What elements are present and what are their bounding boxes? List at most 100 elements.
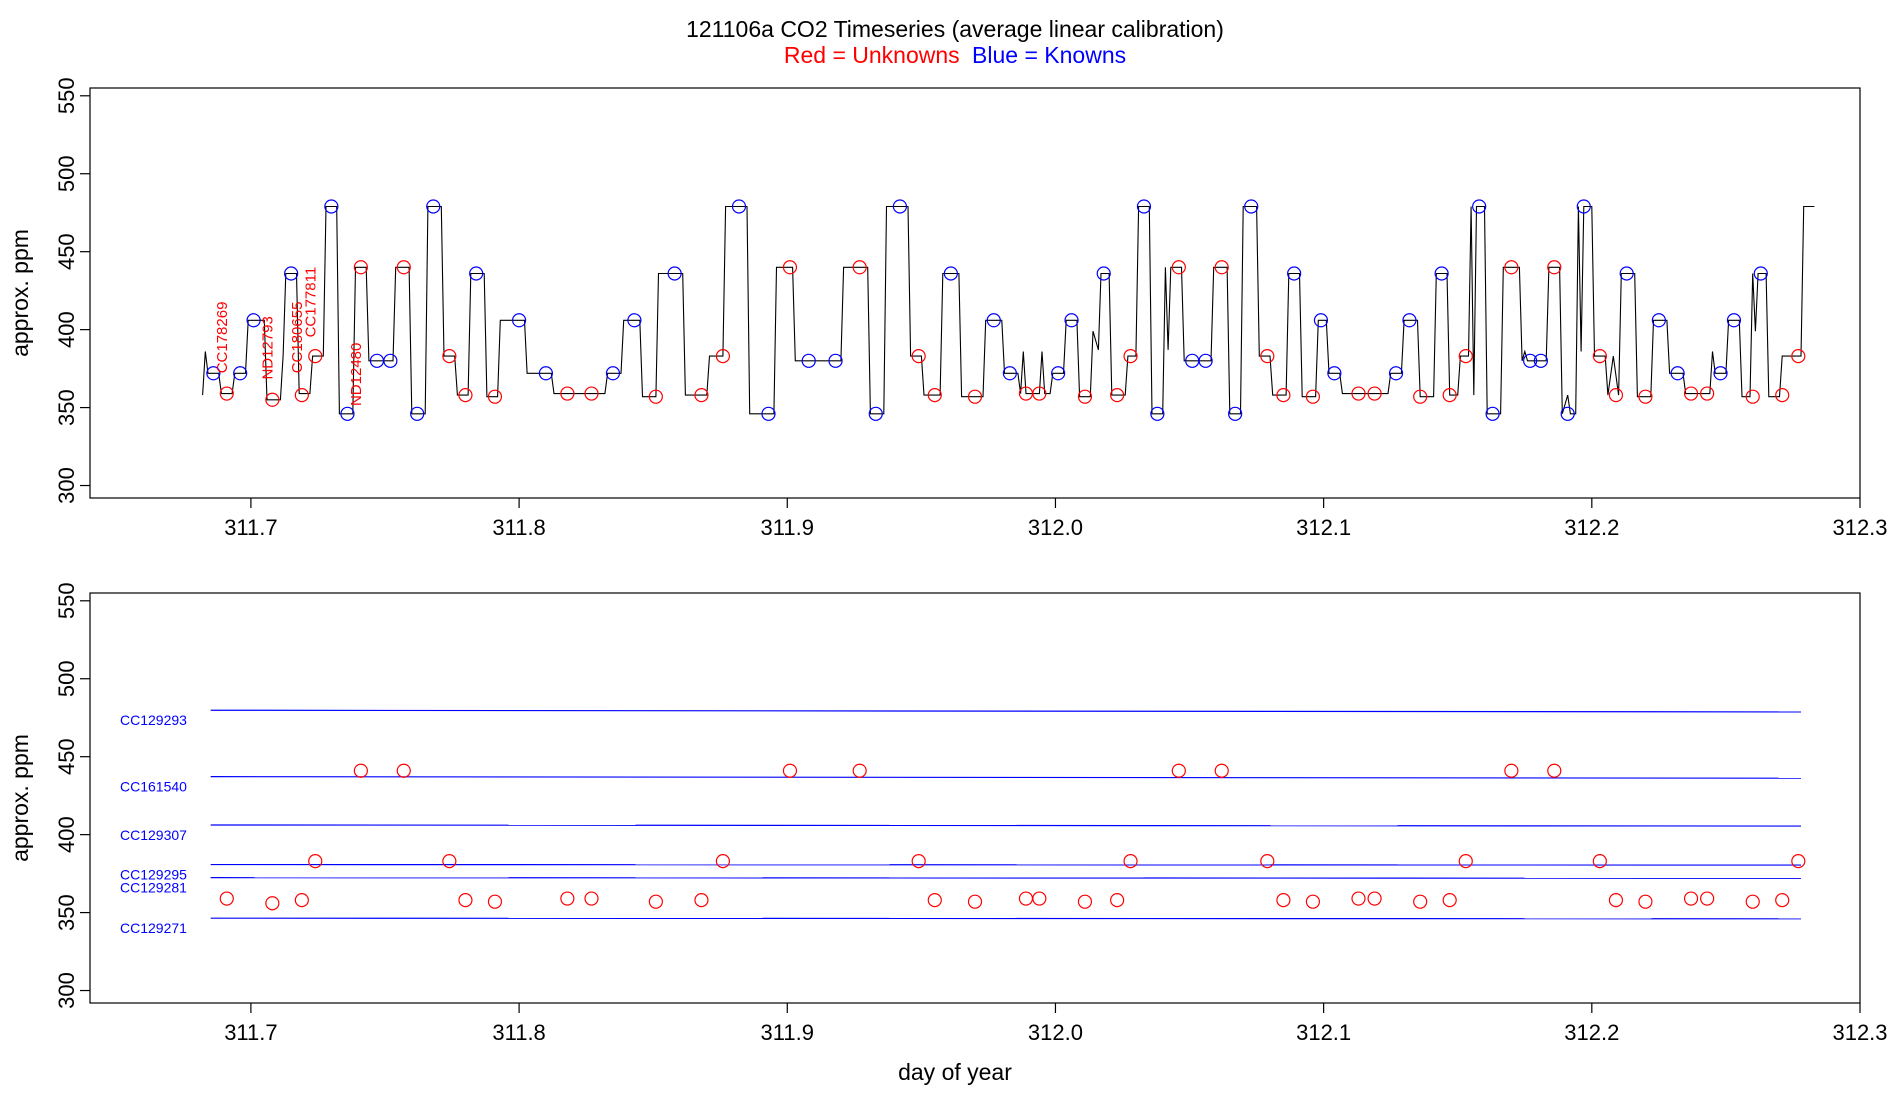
top-panel-timeseries: 311.7 311.8 311.9 312.0 312.1 312.2 312.3 300 35… [7,77,1888,540]
y-tick-label: 500 [54,660,79,697]
unknown-sample-point [294,388,309,403]
known-standard-point [1651,313,1666,328]
unknown-sample-point [1367,386,1382,401]
known-standard-point [1713,366,1728,381]
known-standard-point [1051,366,1066,381]
known-standard-point [1560,406,1575,421]
known-standard-point [1136,199,1152,214]
x-tick-label: 311.8 [492,1020,545,1045]
known-standard-point [1485,406,1500,421]
sample-id-annotation: ND12480 [348,343,365,406]
unknown-sample-point [1745,389,1760,404]
standard-reference-line [210,709,1802,713]
known-standard-point [761,406,776,421]
known-standard-point [1576,199,1591,214]
known-standard-point [511,313,527,328]
unknown-sample-point [1351,386,1366,401]
unknown-sample-point [308,854,323,869]
x-tick-label: 312.0 [1028,1020,1083,1045]
known-standard-point [605,366,621,381]
known-standard-point [1402,313,1417,328]
unknown-sample-point [487,389,503,404]
known-standard-point [986,313,1001,328]
unknown-sample-point [1442,893,1457,908]
x-tick-label: 312.2 [1564,1020,1619,1045]
known-standard-point [340,406,355,421]
unknown-sample-point [442,349,457,364]
known-standard-point [1228,406,1243,421]
unknown-sample-point [911,349,926,364]
known-standard-point [1002,366,1017,381]
standard-name-label: CC129281 [120,880,187,896]
unknown-sample-point [1592,349,1607,364]
standard-reference-line [210,877,1802,879]
known-standard-point [1753,266,1768,281]
unknown-sample-point [1413,894,1428,909]
standard-reference-line [210,917,1802,920]
known-standard-point [246,313,261,328]
unknown-sample-point [1775,388,1790,403]
unknown-sample-point [927,388,942,403]
unknown-sample-point [560,891,575,906]
chart-title: 121106a CO2 Timeseries (average linear c… [686,16,1224,42]
unknown-sample-point [1608,893,1624,908]
x-tick-label: 311.9 [761,1020,814,1045]
standard-name-label: CC129271 [120,920,187,936]
unknown-sample-point [648,894,663,909]
sample-id-annotation: CC180655 [289,302,306,374]
y-tick-label: 550 [54,582,79,619]
unknown-sample-point [1592,854,1607,869]
unknown-sample-point [1171,260,1186,275]
x-tick-label: 311.7 [224,515,277,540]
known-standard-point [383,353,398,368]
unknown-sample-point [1123,349,1138,364]
unknown-sample-point [1504,763,1519,778]
unknown-sample-point [308,349,323,364]
y-tick-label: 450 [54,233,79,270]
unknown-sample-point [1745,894,1760,909]
known-standard-point [1670,366,1685,381]
unknown-sample-point [1260,349,1275,364]
unknown-sample-point [715,349,731,364]
unknown-sample-point [1367,891,1382,906]
known-standard-point [1388,366,1404,381]
y-tick-label: 450 [54,738,79,775]
x-tick-label: 311.9 [761,515,814,540]
unknown-sample-point [1077,894,1093,909]
y-axis-title: approx. ppm [7,229,33,357]
known-standard-point [731,199,747,214]
standard-name-label: CC161540 [120,779,187,795]
unknown-sample-point [584,891,599,906]
legend-knowns-label: Blue = Knowns [972,42,1126,68]
unknown-sample-point [1351,891,1366,906]
x-tick-label: 311.8 [492,515,545,540]
unknown-sample-point [715,854,731,869]
known-standard-point [1472,199,1487,214]
unknown-sample-point [1032,386,1047,401]
y-tick-label: 400 [54,311,79,348]
known-standard-point [206,366,221,381]
unknown-sample-point [1171,763,1186,778]
known-standard-point [627,313,642,328]
unknown-sample-point [911,854,926,869]
unknown-sample-point [1638,894,1653,909]
unknown-sample-point [487,894,503,909]
x-tick-label: 312.1 [1296,515,1351,540]
unknown-sample-point [265,896,280,911]
bottom-panel-calibrated-unknowns: 311.7 311.8 311.9 312.0 312.1 312.2 312.3 300 35… [7,582,1888,1045]
unknown-sample-point [442,854,457,869]
unknown-sample-point [294,893,309,908]
known-standard-point [233,366,248,381]
y-tick-label: 500 [54,155,79,192]
unknown-sample-point [353,763,368,778]
unknown-sample-point [1214,763,1229,778]
known-standard-point [469,266,484,281]
unknown-sample-point [1077,389,1093,404]
unknown-sample-point [458,893,473,908]
known-standard-point [1523,353,1538,368]
x-tick-label: 312.2 [1564,515,1619,540]
unknown-sample-point [458,388,473,403]
known-standard-point [1096,266,1111,281]
known-standard-point [538,366,554,381]
